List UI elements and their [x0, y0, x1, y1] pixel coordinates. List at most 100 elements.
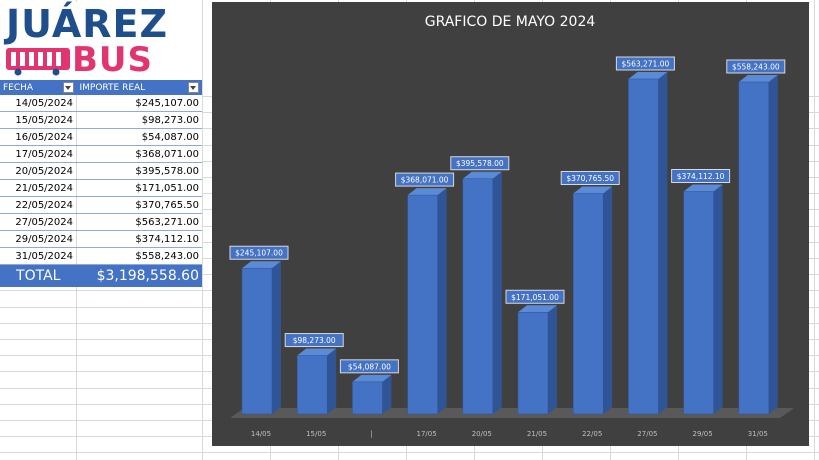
x-tick-label: 21/05 — [527, 430, 547, 438]
table-row[interactable]: 22/05/2024 $370,765.50 — [0, 196, 202, 214]
date-cell[interactable]: 21/05/2024 — [0, 179, 77, 197]
data-label: $374,112.10 — [677, 172, 725, 181]
bar — [572, 193, 604, 415]
bar-top — [518, 305, 557, 313]
date-cell[interactable]: 29/05/2024 — [0, 230, 77, 248]
data-label: $368,071.00 — [401, 176, 449, 185]
filter-dropdown-icon[interactable] — [62, 82, 74, 93]
bar-chart[interactable]: GRAFICO DE MAYO 2024 $245,107.00 14/05 $98,… — [212, 2, 809, 446]
bar-side — [437, 188, 447, 414]
date-cell[interactable]: 15/05/2024 — [0, 111, 77, 129]
data-label-box — [671, 169, 731, 184]
data-label-box — [450, 156, 510, 171]
table-row[interactable]: 20/05/2024 $395,578.00 — [0, 162, 202, 180]
table-row[interactable]: 17/05/2024 $368,071.00 — [0, 145, 202, 163]
x-tick-label: 31/05 — [748, 430, 768, 438]
date-cell[interactable]: 16/05/2024 — [0, 128, 77, 146]
amount-cell[interactable]: $98,273.00 — [76, 111, 202, 129]
amount-cell[interactable]: $245,107.00 — [76, 95, 202, 112]
table-row[interactable]: 15/05/2024 $98,273.00 — [0, 111, 202, 129]
logo-text-juarez: JUÁREZ — [6, 2, 169, 46]
grid-line — [814, 0, 815, 460]
amount-cell[interactable]: $558,243.00 — [76, 247, 202, 265]
grid-line — [0, 452, 819, 453]
chart-title: GRAFICO DE MAYO 2024 — [425, 14, 596, 30]
data-table: FECHA IMPORTE REAL 14/05/2024 $245,107.00… — [0, 80, 202, 287]
bar-side — [492, 171, 502, 414]
bar-top — [352, 374, 392, 382]
bar — [407, 194, 438, 415]
filter-dropdown-icon[interactable] — [188, 82, 199, 93]
table-row[interactable]: 16/05/2024 $54,087.00 — [0, 128, 202, 146]
bar-top — [242, 261, 281, 269]
total-value[interactable]: $3,198,558.60 — [76, 264, 202, 287]
total-row[interactable]: TOTAL $3,198,558.60 — [0, 264, 202, 287]
column-header-fecha[interactable]: FECHA — [0, 80, 77, 95]
date-cell[interactable]: 22/05/2024 — [0, 196, 77, 214]
bar-side — [548, 305, 557, 414]
date-cell[interactable]: 31/05/2024 — [0, 247, 77, 265]
bar-top — [738, 74, 778, 82]
bar-side — [713, 184, 723, 414]
bar — [683, 191, 714, 415]
table-row[interactable]: 21/05/2024 $171,051.00 — [0, 179, 202, 197]
bar-top — [683, 184, 723, 192]
bar-top — [462, 171, 502, 179]
column-header-label: FECHA — [3, 82, 34, 93]
company-logo: JUÁREZ BUS — [2, 2, 202, 80]
bar-top — [407, 188, 447, 196]
amount-cell[interactable]: $54,087.00 — [76, 128, 202, 146]
x-tick-label: 20/05 — [472, 430, 492, 438]
data-label-box — [339, 359, 399, 374]
bar — [517, 312, 549, 415]
table-row[interactable]: 29/05/2024 $374,112.10 — [0, 230, 202, 248]
data-label: $245,107.00 — [235, 249, 283, 258]
bar — [462, 178, 494, 415]
date-cell[interactable]: 17/05/2024 — [0, 145, 77, 163]
amount-cell[interactable]: $370,765.50 — [76, 196, 202, 214]
date-cell[interactable]: 14/05/2024 — [0, 95, 77, 112]
data-label-box — [284, 333, 344, 348]
data-label: $370,765.50 — [566, 174, 614, 183]
bar-top — [573, 186, 613, 194]
data-label-box — [505, 289, 565, 304]
data-label: $98,273.00 — [293, 336, 336, 345]
data-label-box — [726, 59, 786, 74]
logo-bus-icon — [6, 48, 70, 76]
bar-side — [658, 72, 668, 414]
table-row[interactable]: 31/05/2024 $558,243.00 — [0, 247, 202, 265]
data-label: $54,087.00 — [348, 362, 391, 371]
amount-cell[interactable]: $374,112.10 — [76, 230, 202, 248]
data-label: $558,243.00 — [732, 62, 780, 71]
date-cell[interactable]: 20/05/2024 — [0, 162, 77, 180]
x-tick-label: 14/05 — [251, 430, 271, 438]
data-label: $171,051.00 — [511, 293, 559, 302]
table-header-row: FECHA IMPORTE REAL — [0, 80, 202, 95]
table-row[interactable]: 14/05/2024 $245,107.00 — [0, 95, 202, 112]
date-cell[interactable]: 27/05/2024 — [0, 213, 77, 231]
bar-side — [382, 374, 392, 414]
x-tick-label: 17/05 — [417, 430, 437, 438]
bar-top — [297, 348, 337, 356]
bar — [738, 81, 770, 415]
amount-cell[interactable]: $563,271.00 — [76, 213, 202, 231]
bar-side — [327, 348, 337, 414]
amount-cell[interactable]: $171,051.00 — [76, 179, 202, 197]
bar-top — [628, 72, 668, 79]
x-tick-label: | — [370, 430, 372, 438]
amount-cell[interactable]: $395,578.00 — [76, 162, 202, 180]
x-tick-label: 27/05 — [637, 430, 657, 438]
data-label-box — [229, 245, 289, 260]
column-header-importe[interactable]: IMPORTE REAL — [76, 80, 202, 95]
bar-side — [768, 74, 778, 414]
amount-cell[interactable]: $368,071.00 — [76, 145, 202, 163]
data-label: $395,578.00 — [456, 159, 504, 168]
table-row[interactable]: 27/05/2024 $563,271.00 — [0, 213, 202, 231]
x-tick-label: 29/05 — [693, 430, 713, 438]
data-label: $563,271.00 — [622, 60, 670, 69]
data-label-box — [395, 172, 455, 187]
bar-side — [272, 261, 281, 414]
data-label-box — [560, 170, 620, 185]
bar — [296, 355, 328, 415]
total-label: TOTAL — [0, 264, 77, 287]
